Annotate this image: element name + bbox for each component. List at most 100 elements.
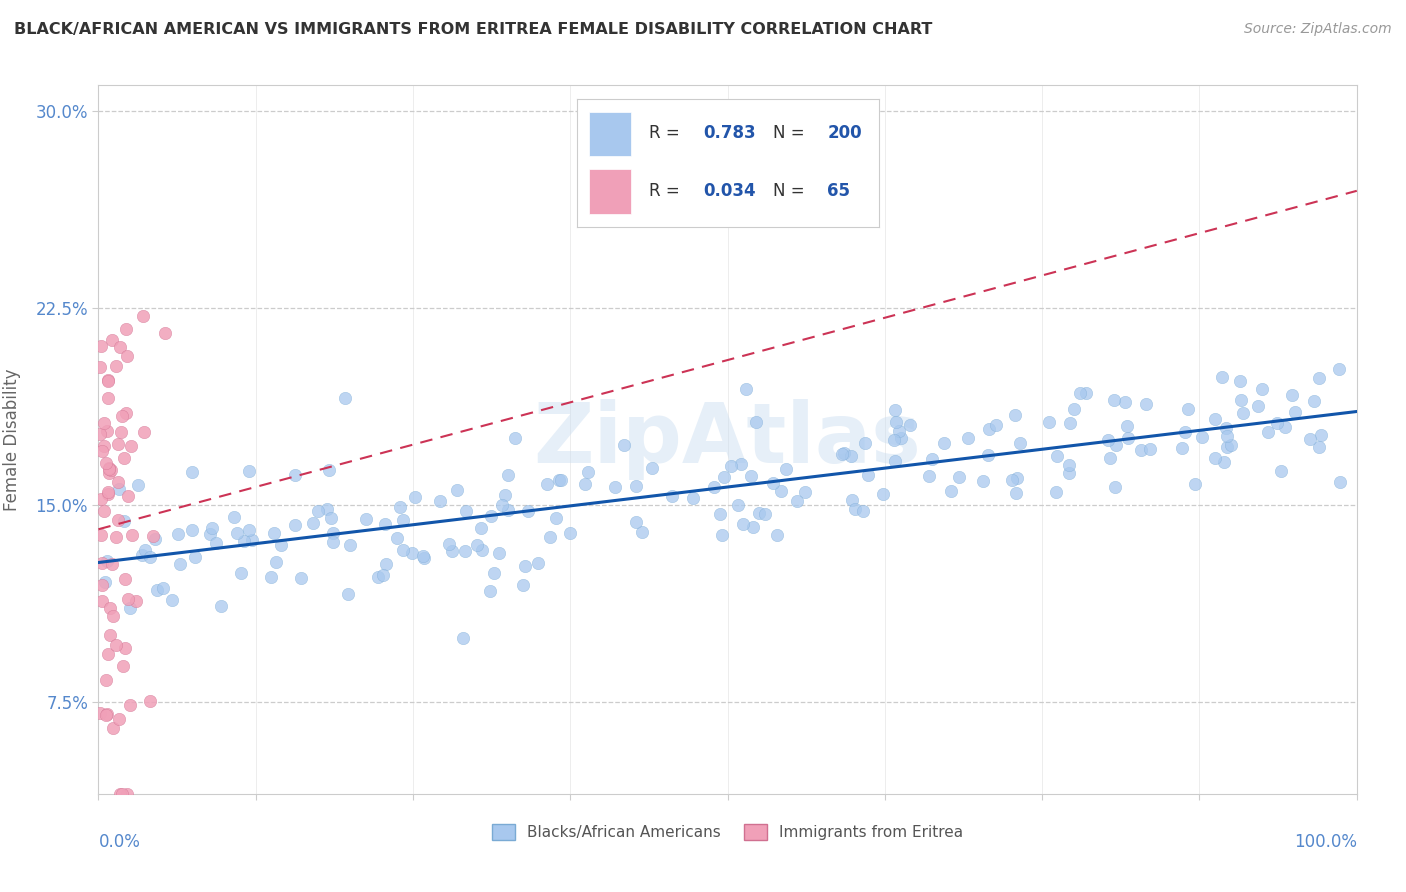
Point	[1104, 393, 1126, 408]
Point	[550, 473, 572, 487]
Point	[101, 558, 124, 572]
Point	[107, 512, 129, 526]
Point	[710, 528, 733, 542]
Point	[115, 322, 138, 336]
Point	[454, 544, 477, 558]
Point	[1059, 416, 1081, 430]
Point	[93, 504, 115, 518]
Point	[264, 555, 287, 569]
Point	[1216, 440, 1239, 454]
Point	[1204, 451, 1226, 466]
Point	[322, 535, 344, 549]
Point	[90, 577, 112, 591]
Point	[1069, 386, 1091, 401]
Point	[117, 592, 139, 607]
Point	[872, 487, 894, 501]
Point	[354, 512, 377, 526]
Point	[1298, 433, 1320, 447]
Point	[832, 445, 855, 459]
Point	[884, 403, 907, 417]
Point	[111, 659, 134, 673]
Point	[972, 474, 994, 488]
Point	[107, 436, 129, 450]
Point	[97, 487, 120, 501]
Point	[890, 431, 912, 445]
Point	[793, 485, 815, 500]
Point	[1257, 425, 1279, 440]
Point	[98, 628, 121, 642]
Point	[391, 513, 413, 527]
Point	[224, 509, 246, 524]
Point	[745, 416, 768, 430]
Point	[404, 490, 426, 504]
Point	[956, 431, 979, 445]
Point	[98, 462, 121, 476]
Point	[412, 549, 434, 564]
Point	[1139, 442, 1161, 456]
Point	[110, 425, 132, 439]
Point	[367, 569, 389, 583]
Point	[948, 470, 970, 484]
Point	[918, 469, 941, 483]
Point	[979, 422, 1001, 436]
Text: 100.0%: 100.0%	[1294, 833, 1357, 851]
Point	[260, 570, 283, 584]
Point	[96, 673, 118, 688]
Point	[1005, 471, 1028, 485]
Point	[437, 536, 460, 550]
Point	[107, 475, 129, 489]
Point	[104, 638, 127, 652]
Point	[548, 473, 571, 487]
Point	[413, 551, 436, 566]
Point	[90, 527, 112, 541]
Point	[741, 520, 763, 534]
Point	[921, 451, 943, 466]
Point	[855, 436, 877, 450]
Point	[117, 349, 139, 363]
Point	[238, 523, 260, 537]
Point	[155, 326, 177, 340]
Point	[204, 536, 226, 550]
Point	[1170, 441, 1192, 455]
Point	[1274, 419, 1296, 434]
Point	[387, 531, 409, 545]
Point	[233, 533, 256, 548]
Point	[169, 558, 191, 572]
Text: BLACK/AFRICAN AMERICAN VS IMMIGRANTS FROM ERITREA FEMALE DISABILITY CORRELATION : BLACK/AFRICAN AMERICAN VS IMMIGRANTS FRO…	[14, 22, 932, 37]
Point	[90, 557, 112, 571]
Point	[898, 418, 921, 433]
Point	[97, 484, 120, 499]
Point	[96, 554, 118, 568]
Point	[108, 340, 131, 354]
Point	[730, 457, 752, 471]
Point	[1116, 431, 1139, 445]
Point	[103, 609, 125, 624]
Point	[734, 383, 756, 397]
Point	[1215, 421, 1237, 435]
Point	[1310, 427, 1333, 442]
Point	[112, 451, 135, 466]
Point	[225, 525, 247, 540]
Point	[91, 593, 114, 607]
Point	[201, 521, 224, 535]
Point	[120, 439, 142, 453]
Point	[120, 600, 142, 615]
Point	[1327, 361, 1350, 376]
Point	[96, 456, 118, 470]
Point	[1216, 429, 1239, 443]
Point	[132, 309, 155, 323]
Point	[89, 426, 111, 441]
Point	[388, 500, 411, 515]
Point	[709, 507, 731, 521]
Point	[762, 476, 785, 491]
Point	[138, 549, 160, 564]
Point	[302, 516, 325, 530]
Point	[538, 530, 561, 544]
Point	[1057, 467, 1080, 481]
Point	[1329, 475, 1351, 489]
Point	[1284, 405, 1306, 419]
Point	[270, 538, 292, 552]
Point	[181, 465, 204, 479]
Point	[491, 498, 513, 512]
Point	[337, 587, 360, 601]
